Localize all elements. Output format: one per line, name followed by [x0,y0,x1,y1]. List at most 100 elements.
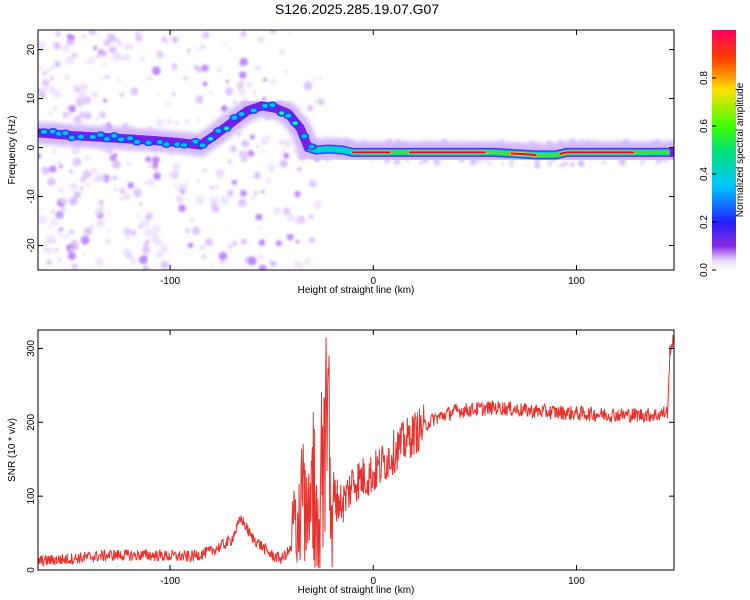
noise-speckle [56,230,60,234]
noise-speckle [144,181,148,185]
noise-speckle [86,183,90,187]
heatmap-y-label: Frequency (Hz) [7,116,18,185]
noise-speckle [225,87,234,96]
noise-speckle [46,68,51,73]
noise-speckle [229,145,237,153]
ridge-blob [238,112,245,117]
noise-speckle [123,227,131,236]
noise-speckle [68,169,74,174]
ridge-blob [293,121,297,125]
ridge-hot-segment [510,152,537,156]
noise-speckle [71,263,78,270]
noise-speckle [300,173,303,176]
noise-speckle [312,118,315,121]
colorbar-tick-label: 0.2 [699,215,710,229]
noise-speckle [81,33,87,40]
noise-speckle [213,184,219,190]
noise-speckle [107,34,116,43]
noise-speckle [313,200,323,210]
ridge-blob [192,139,199,144]
ridge-blob [78,134,85,139]
noise-speckle [107,229,111,233]
noise-speckle [155,249,165,259]
noise-speckle [247,256,257,266]
noise-speckle [284,70,288,74]
noise-speckle [83,111,92,120]
noise-speckle [266,135,270,139]
noise-speckle [109,154,117,162]
noise-speckle [313,99,318,104]
noise-speckle [154,238,163,247]
noise-speckle [106,212,111,216]
noise-speckle [227,159,232,164]
noise-speckle [172,92,176,96]
noise-speckle [52,90,61,99]
noise-speckle [275,240,282,247]
noise-speckle [62,85,66,89]
noise-speckle [260,137,269,146]
noise-speckle [42,70,48,76]
noise-speckle [267,165,276,173]
snr-frame [37,329,675,571]
heatmap-y-tick-label: -20 [26,238,37,253]
snr-y-label: SNR (10 * v/v) [7,418,18,482]
noise-speckle [127,236,130,239]
noise-speckle [308,214,314,220]
noise-speckle [220,195,229,205]
noise-speckle [152,163,159,170]
noise-speckle [43,87,48,91]
noise-speckle [38,90,46,99]
noise-speckle [80,187,84,191]
noise-speckle [208,90,214,95]
noise-speckle [102,98,108,103]
noise-speckle [257,36,264,43]
noise-speckle [125,32,128,36]
noise-speckle [73,245,79,251]
noise-speckle [75,97,85,107]
noise-speckle [71,146,81,156]
noise-speckle [47,225,51,228]
noise-speckle [160,244,169,253]
noise-speckle [278,139,284,145]
noise-speckle [202,31,210,39]
ridge-blob [62,130,69,135]
noise-speckle [128,44,135,51]
colorbar-tick-label: 0.4 [699,167,710,181]
ridge-blob [279,111,284,115]
ridge-blob [174,142,181,147]
noise-speckle [83,227,92,236]
snr-axes: -100 0 100 0 100 200 300 [26,330,674,587]
noise-speckle [166,102,170,106]
noise-speckle [64,74,71,81]
snr-x-tick-label: 100 [568,576,585,587]
noise-speckle [41,166,50,175]
noise-speckle [49,233,52,236]
noise-speckle [38,65,43,71]
noise-speckle [306,105,314,112]
noise-speckle [74,95,77,98]
noise-speckle [203,168,207,173]
ridge-blob [231,115,238,120]
ridge-blob [118,137,125,142]
noise-speckle [239,30,247,38]
noise-speckle [283,139,292,148]
noise-speckle [102,62,107,67]
noise-speckle [196,118,201,122]
noise-speckle [458,139,461,142]
ridge-blob [97,132,104,137]
ridge-blob [262,103,269,108]
noise-speckle [140,56,146,62]
noise-speckle [172,162,181,171]
noise-speckle [253,190,259,196]
noise-speckle [60,207,66,213]
noise-speckle [94,208,102,217]
snr-y-tick-label: 100 [26,487,37,504]
noise-speckle [52,41,61,50]
noise-speckle [294,217,302,225]
noise-speckle [195,95,204,104]
noise-speckle [70,248,74,252]
noise-speckle [237,132,241,137]
noise-speckle [78,90,86,99]
noise-speckle [311,76,317,82]
noise-speckle [99,111,106,119]
